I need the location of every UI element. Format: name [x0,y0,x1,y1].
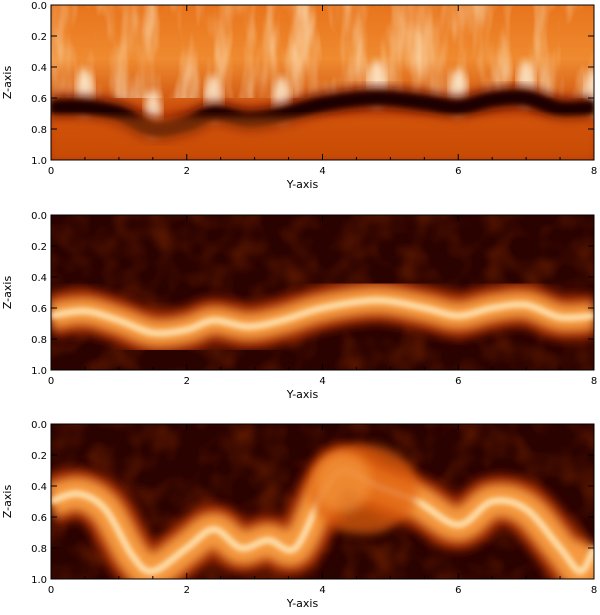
x-tick-label: 2 [184,376,190,387]
x-tick-label: 8 [591,376,597,387]
y-tick-label: 0.8 [31,125,47,136]
x-axis-label: Y-axis [286,597,319,610]
y-tick-label: 0.2 [31,242,47,253]
x-tick-label: 4 [319,376,325,387]
y-tick-label: 1.0 [31,575,47,586]
heatmap-field [51,215,594,370]
heatmap-panel-2: 0 2 4 6 8 0.0 0.2 0.4 0.6 0.8 1.0 Y-axis Z-axis [1,211,597,401]
heatmap-panel-3: 0 2 4 6 8 0.0 0.2 0.4 0.6 0.8 1.0 Y-axis Z-axis [1,420,597,610]
y-tick-label: 0.6 [31,513,47,524]
x-tick-label: 6 [455,376,461,387]
x-tick-label: 8 [591,166,597,177]
x-tick-label: 8 [591,585,597,596]
y-tick-label: 0.8 [31,544,47,555]
band-core [51,466,594,575]
x-axis-label: Y-axis [286,178,319,191]
heatmap-field [51,424,594,579]
heatmap-field [51,5,594,160]
x-tick-label: 6 [455,585,461,596]
lower-region [51,116,594,160]
x-axis-label: Y-axis [286,388,319,401]
y-tick-label: 1.0 [31,366,47,377]
y-tick-label: 0.4 [31,482,47,493]
y-tick-label: 0.2 [31,451,47,462]
x-tick-label: 4 [319,585,325,596]
x-tick-label: 0 [48,376,54,387]
y-tick-label: 0.6 [31,304,47,315]
y-tick-label: 0.0 [31,420,47,431]
y-tick-label: 0.2 [31,32,47,43]
y-tick-label: 0.0 [31,1,47,12]
heatmap-panel-1: 0 2 4 6 8 0.0 0.2 0.4 0.6 0.8 1.0 Y-axis Z-axis [1,1,597,191]
y-tick-label: 0.6 [31,94,47,105]
y-tick-label: 0.0 [31,211,47,222]
x-tick-label: 2 [184,166,190,177]
y-axis-label: Z-axis [1,276,14,310]
x-tick-label: 6 [455,166,461,177]
field-texture [51,5,594,98]
y-tick-label: 0.8 [31,335,47,346]
band-core [51,296,594,337]
y-tick-label: 0.4 [31,273,47,284]
y-tick-label: 0.4 [31,63,47,74]
x-tick-label: 4 [319,166,325,177]
x-tick-label: 0 [48,166,54,177]
plume-core [314,452,371,513]
y-axis-label: Z-axis [1,66,14,100]
y-axis-label: Z-axis [1,485,14,519]
x-tick-label: 2 [184,585,190,596]
x-tick-label: 0 [48,585,54,596]
y-tick-label: 1.0 [31,156,47,167]
